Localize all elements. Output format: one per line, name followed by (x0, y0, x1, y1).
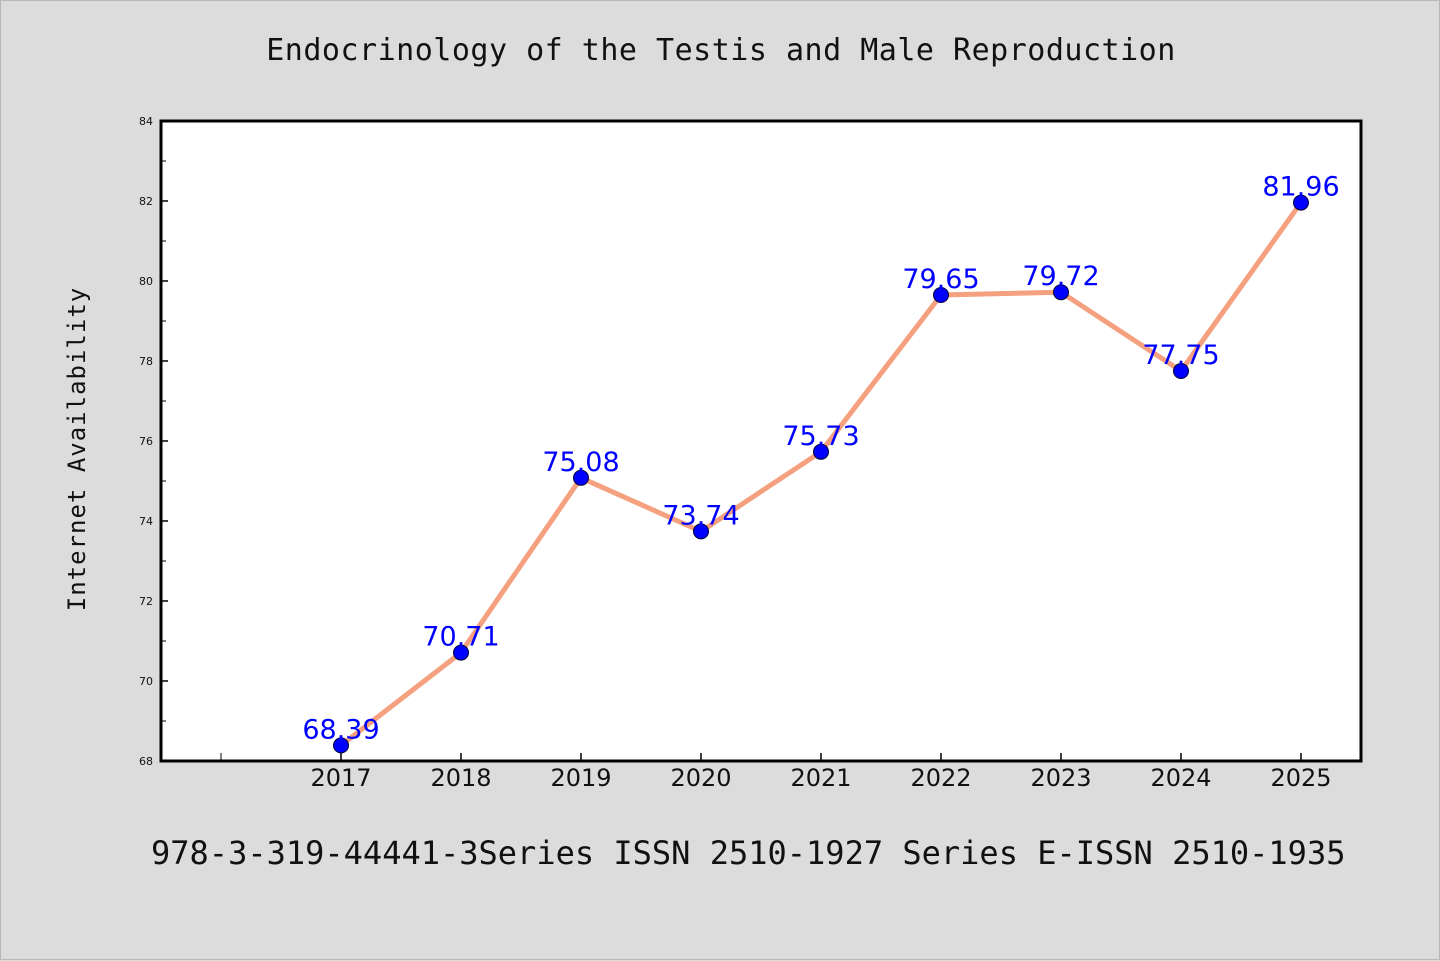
data-labels: 68.39 70.71 75.08 73.74 75.73 79.65 79.72 77.75… (302, 172, 1339, 746)
data-point (933, 287, 949, 303)
y-tick-label: 76 (139, 435, 153, 448)
chart-title: Endocrinology of the Testis and Male Rep… (266, 33, 1176, 68)
data-point (1293, 194, 1309, 211)
data-point (813, 443, 829, 460)
data-point (333, 737, 349, 754)
y-tick-label: 84 (139, 115, 153, 128)
data-label: 68.39 (302, 714, 379, 745)
data-label: 75.73 (782, 421, 859, 452)
x-tick-label: 2017 (310, 764, 371, 792)
y-tick-label: 74 (139, 515, 153, 528)
data-point (1173, 363, 1189, 379)
y-tick-label: 68 (139, 755, 153, 768)
data-points (333, 194, 1309, 754)
y-axis: 68 70 72 74 76 78 80 82 84 (139, 115, 168, 768)
x-tick-label: 2021 (790, 764, 851, 792)
x-tick-label: 2022 (910, 764, 971, 792)
data-label: 81.96 (1262, 172, 1339, 203)
x-tick-label: 2018 (430, 764, 491, 792)
data-point (453, 644, 469, 661)
data-label: 73.74 (662, 500, 739, 531)
isbn-footer: 978-3-319-44441-3Series ISSN 2510-1927 S… (151, 834, 1346, 872)
y-tick-label: 72 (139, 595, 153, 608)
data-point (1053, 284, 1069, 301)
x-tick-label: 2024 (1150, 764, 1211, 792)
data-label: 79.72 (1022, 261, 1099, 292)
data-label: 79.65 (902, 264, 979, 295)
data-point (573, 469, 589, 486)
x-tick-label: 2023 (1030, 764, 1091, 792)
x-tick-label: 2020 (670, 764, 731, 792)
x-tick-label: 2019 (550, 764, 611, 792)
plot-area (159, 119, 1363, 763)
x-tick-label: 2025 (1270, 764, 1331, 792)
y-tick-label: 78 (139, 355, 153, 368)
data-label: 77.75 (1142, 340, 1219, 371)
x-axis: 2017 2018 2019 2020 2021 2022 2023 2024 2025 (220, 753, 1332, 792)
data-label: 75.08 (542, 447, 619, 478)
data-point (693, 523, 709, 540)
y-tick-label: 70 (139, 675, 153, 688)
y-tick-label: 82 (139, 195, 153, 208)
data-label: 70.71 (422, 622, 499, 653)
y-tick-label: 80 (139, 275, 153, 288)
